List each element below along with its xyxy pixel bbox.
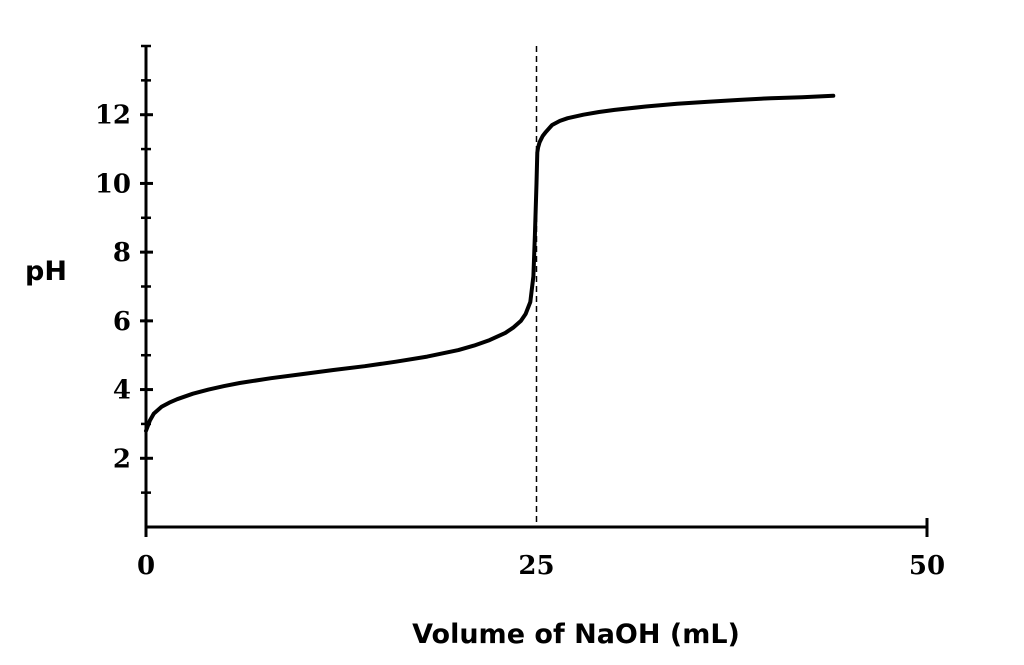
x-tick-label: 0 [137, 551, 155, 581]
y-tick-label: 12 [95, 101, 131, 131]
x-tick-label: 25 [518, 551, 554, 581]
y-tick-label: 10 [95, 169, 131, 199]
y-tick-label: 8 [113, 238, 131, 268]
titration-curve [144, 93, 836, 433]
y-axis-label: pH [25, 256, 67, 287]
x-axis-label: Volume of NaOH (mL) [412, 619, 740, 650]
y-tick-label: 4 [113, 376, 131, 406]
y-tick-label: 6 [113, 307, 131, 337]
x-tick-label: 50 [909, 551, 945, 581]
y-tick-label: 2 [113, 444, 131, 474]
